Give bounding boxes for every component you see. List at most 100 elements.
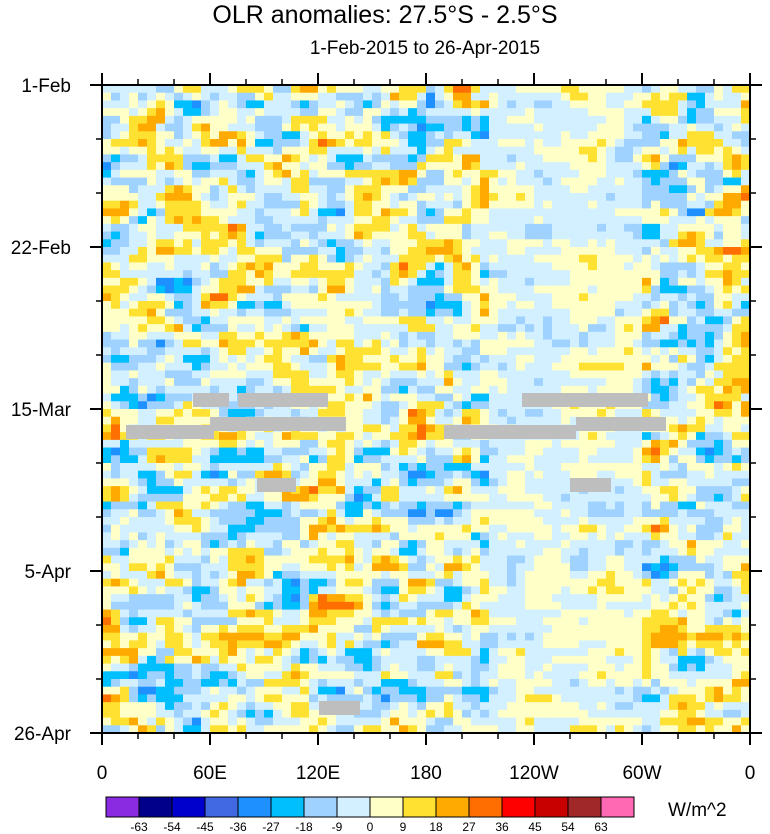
anomaly-cell: [471, 92, 481, 102]
anomaly-cell: [606, 301, 616, 310]
anomaly-cell: [210, 193, 220, 202]
anomaly-cell: [399, 193, 409, 202]
anomaly-cell: [471, 254, 481, 264]
anomaly-cell: [435, 447, 445, 456]
anomaly-cell: [174, 316, 184, 325]
anomaly-cell: [174, 301, 184, 310]
anomaly-cell: [282, 493, 292, 503]
anomaly-cell: [426, 185, 436, 194]
anomaly-cell: [507, 100, 517, 109]
anomaly-cell: [480, 193, 490, 202]
anomaly-cell: [255, 223, 265, 233]
anomaly-cell: [336, 108, 346, 117]
anomaly-cell: [102, 108, 112, 117]
anomaly-cell: [633, 139, 643, 148]
anomaly-cell: [156, 463, 166, 472]
anomaly-cell: [498, 239, 508, 248]
anomaly-cell: [354, 216, 364, 225]
anomaly-cell: [165, 115, 175, 125]
anomaly-cell: [588, 378, 598, 387]
anomaly-cell: [255, 254, 265, 264]
anomaly-cell: [327, 493, 337, 503]
anomaly-cell: [516, 216, 526, 225]
anomaly-cell: [624, 208, 634, 217]
anomaly-cell: [624, 347, 634, 356]
anomaly-cell: [435, 131, 445, 140]
anomaly-cell: [579, 339, 589, 348]
anomaly-cell: [561, 223, 571, 233]
anomaly-cell: [444, 200, 454, 210]
anomaly-cell: [435, 146, 445, 156]
anomaly-cell: [309, 285, 319, 294]
anomaly-cell: [336, 208, 346, 217]
anomaly-cell: [660, 200, 670, 210]
anomaly-cell: [588, 177, 598, 186]
anomaly-cell: [327, 324, 337, 333]
anomaly-cell: [642, 293, 652, 302]
anomaly-cell: [147, 455, 157, 464]
anomaly-cell: [354, 293, 364, 302]
anomaly-cell: [471, 208, 481, 217]
anomaly-cell: [570, 563, 580, 572]
anomaly-cell: [417, 324, 427, 333]
anomaly-cell: [624, 223, 634, 233]
anomaly-cell: [237, 115, 247, 125]
anomaly-cell: [138, 370, 148, 379]
anomaly-cell: [678, 501, 688, 510]
anomaly-cell: [516, 301, 526, 310]
anomaly-cell: [363, 301, 373, 310]
anomaly-cell: [309, 169, 319, 179]
anomaly-cell: [309, 517, 319, 526]
anomaly-cell: [201, 239, 211, 248]
anomaly-cell: [147, 247, 157, 256]
anomaly-cell: [642, 92, 652, 102]
anomaly-cell: [678, 208, 688, 217]
anomaly-cell: [588, 115, 598, 125]
anomaly-cell: [363, 339, 373, 348]
anomaly-cell: [300, 324, 310, 333]
anomaly-cell: [453, 524, 463, 534]
anomaly-cell: [354, 169, 364, 179]
anomaly-cell: [390, 355, 400, 364]
anomaly-cell: [651, 509, 661, 518]
anomaly-cell: [615, 123, 625, 132]
anomaly-cell: [588, 308, 598, 318]
anomaly-cell: [156, 239, 166, 248]
anomaly-cell: [714, 200, 724, 210]
anomaly-cell: [660, 563, 670, 572]
anomaly-cell: [129, 254, 139, 264]
anomaly-cell: [165, 339, 175, 348]
anomaly-cell: [399, 301, 409, 310]
anomaly-cell: [624, 316, 634, 325]
anomaly-cell: [588, 231, 598, 240]
anomaly-cell: [390, 285, 400, 294]
anomaly-cell: [687, 547, 697, 557]
anomaly-cell: [534, 139, 544, 148]
anomaly-cell: [741, 185, 750, 194]
anomaly-cell: [291, 555, 301, 564]
anomaly-cell: [606, 277, 616, 287]
anomaly-cell: [687, 609, 697, 618]
anomaly-cell: [588, 339, 598, 348]
anomaly-cell: [453, 609, 463, 618]
anomaly-cell: [741, 177, 750, 186]
anomaly-cell: [381, 470, 391, 480]
anomaly-cell: [741, 239, 750, 248]
anomaly-cell: [327, 216, 337, 225]
anomaly-cell: [471, 439, 481, 449]
anomaly-cell: [246, 439, 256, 449]
anomaly-cell: [606, 177, 616, 186]
anomaly-cell: [282, 540, 292, 549]
anomaly-cell: [579, 308, 589, 318]
anomaly-cell: [363, 123, 373, 132]
anomaly-cell: [111, 416, 121, 426]
anomaly-cell: [696, 216, 706, 225]
anomaly-cell: [705, 609, 715, 618]
anomaly-cell: [111, 532, 121, 541]
anomaly-cell: [570, 108, 580, 117]
anomaly-cell: [156, 123, 166, 132]
anomaly-cell: [516, 162, 526, 171]
anomaly-cell: [282, 555, 292, 564]
anomaly-cell: [399, 609, 409, 618]
anomaly-cell: [273, 578, 283, 588]
